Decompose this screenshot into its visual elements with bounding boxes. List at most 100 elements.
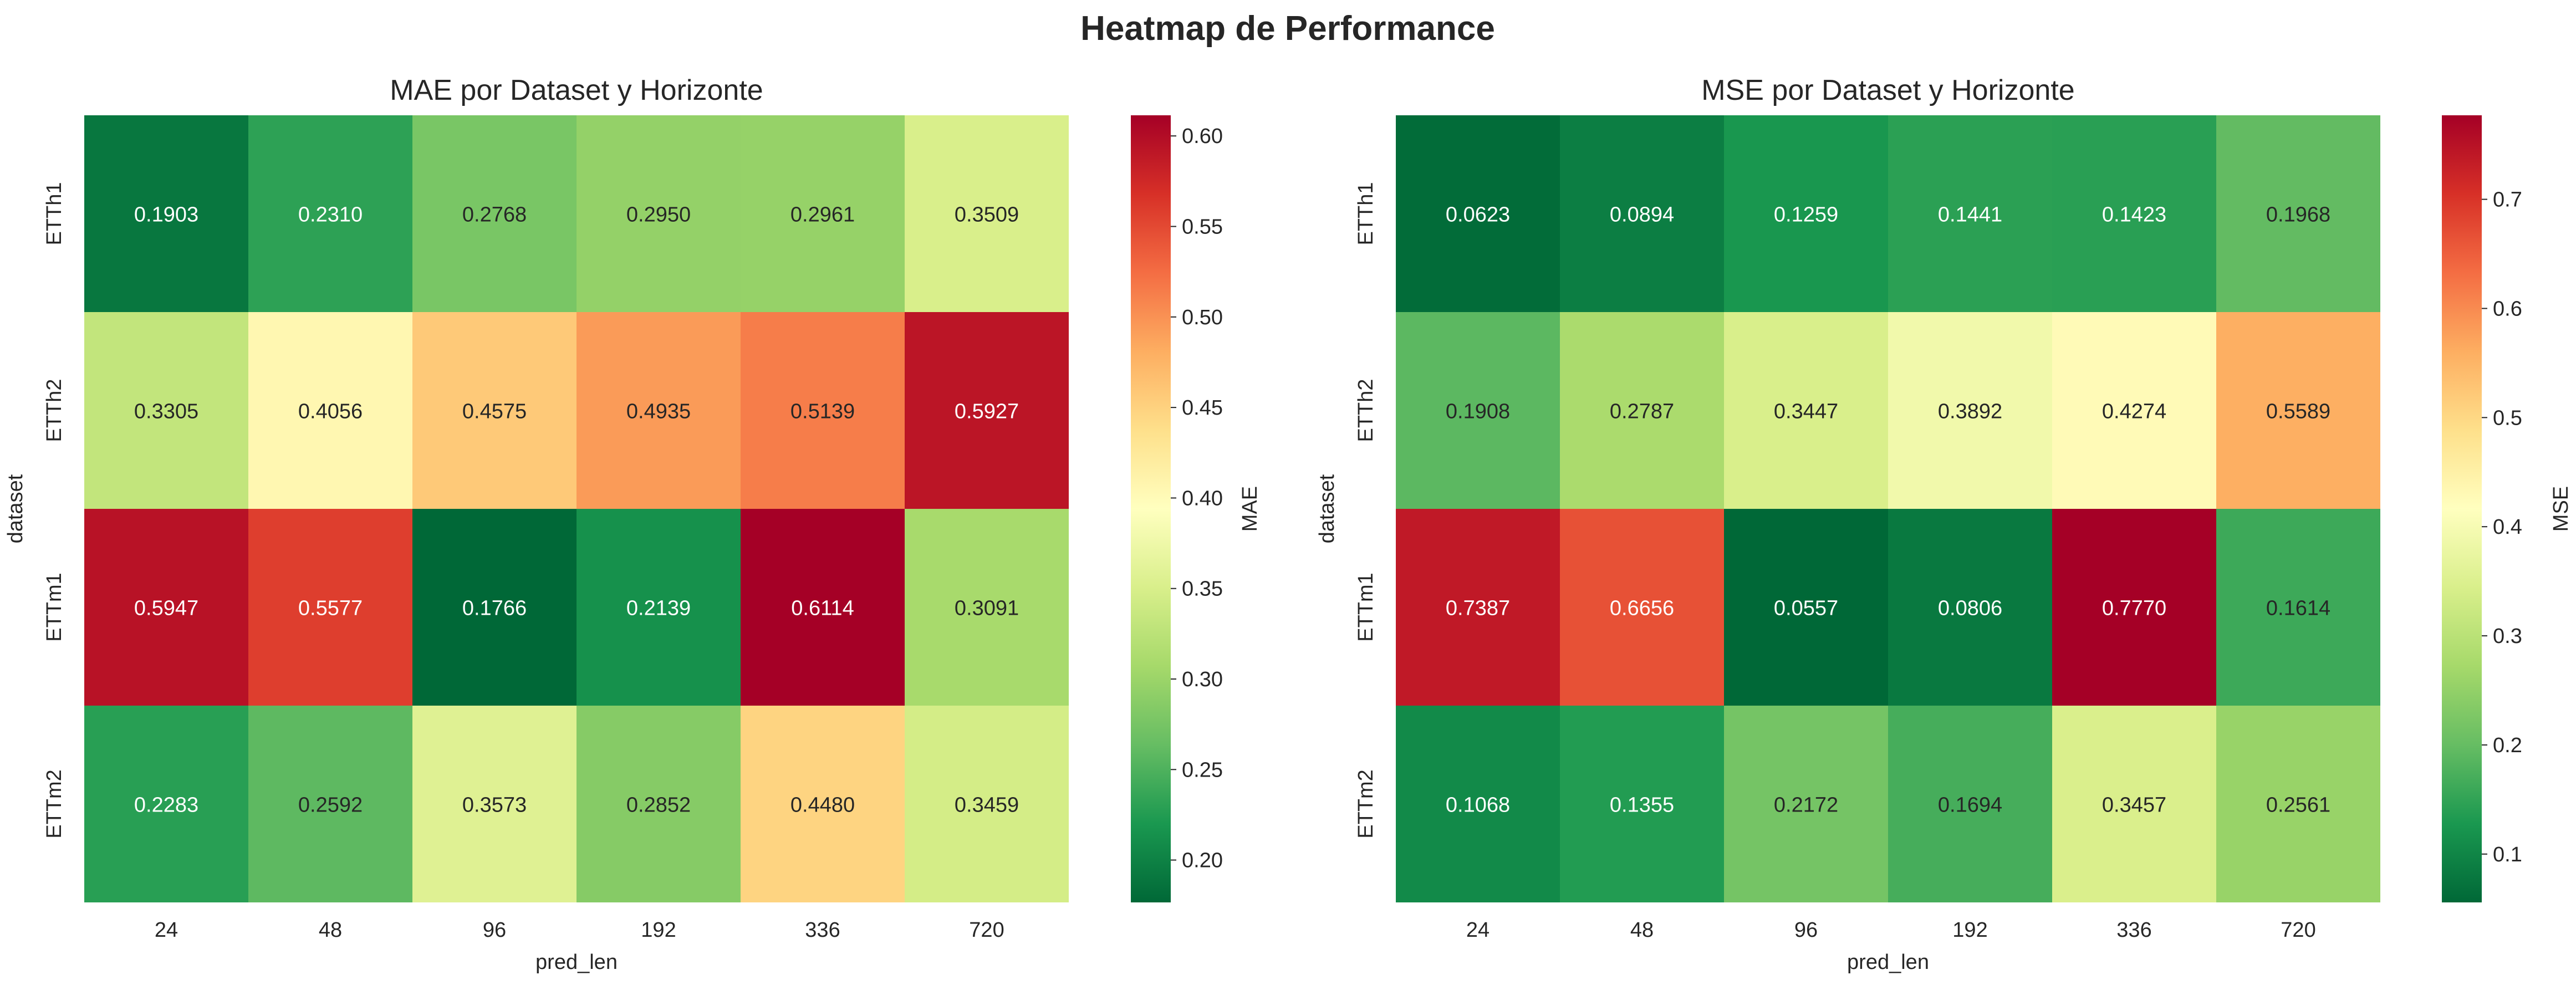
heatmap-cell: [412, 706, 577, 902]
cell-value-label: 0.2950: [626, 203, 691, 227]
cell-value-label: 0.6656: [1610, 597, 1674, 620]
heatmap-panels: MAE por Dataset y Horizonte 0.1903 0.2310 0…: [4, 74, 2573, 974]
heatmap-cell: [1724, 115, 1888, 312]
cell-value-label: 0.1968: [2266, 203, 2330, 227]
colorbar-tick-label: 0.45: [1182, 396, 1223, 420]
x-tick-label: 336: [805, 918, 840, 942]
cell-value-label: 0.2561: [2266, 794, 2330, 817]
x-tick-label: 24: [155, 918, 178, 942]
cell-value-label: 0.3892: [1938, 400, 2002, 423]
colorbar: [2442, 115, 2482, 902]
cell-value-label: 0.2768: [462, 203, 527, 227]
y-axis-label: dataset: [4, 474, 27, 543]
cell-value-label: 0.2852: [626, 794, 691, 817]
cell-value-label: 0.3305: [134, 400, 198, 423]
heatmap-cell: [84, 312, 248, 509]
colorbar-tick-label: 0.6: [2493, 297, 2522, 320]
cell-value-label: 0.3459: [955, 794, 1019, 817]
heatmap-cell: [248, 312, 412, 509]
cell-value-label: 0.1423: [2102, 203, 2166, 227]
cell-value-label: 0.1259: [1774, 203, 1838, 227]
heatmap-cell: [577, 706, 741, 902]
heatmap-cell: [84, 706, 248, 902]
x-tick-label: 720: [2281, 918, 2315, 942]
cell-value-label: 0.2139: [626, 597, 691, 620]
heatmap-panel-2: MSE por Dataset y Horizonte 0.0623 0.0894 0…: [1315, 74, 2573, 974]
heatmap-cell: [1724, 312, 1888, 509]
y-tick-label: ETTh2: [1354, 379, 1378, 442]
colorbar-tick-label: 0.50: [1182, 306, 1223, 329]
heatmap-cell: [248, 706, 412, 902]
colorbar-tick-label: 0.35: [1182, 578, 1223, 601]
cell-value-label: 0.2310: [298, 203, 363, 227]
y-tick-label: ETTm2: [43, 769, 66, 839]
heatmap-cell: [2052, 312, 2216, 509]
colorbar-label: MSE: [2549, 486, 2573, 532]
heatmap-cell: [1560, 706, 1724, 902]
cell-value-label: 0.4274: [2102, 400, 2166, 423]
colorbar-label: MAE: [1238, 486, 1262, 532]
heatmap-cell: [1888, 115, 2052, 312]
x-tick-label: 96: [1794, 918, 1818, 942]
y-tick-label: ETTh1: [1354, 182, 1378, 245]
cell-value-label: 0.0557: [1774, 597, 1838, 620]
x-tick-label: 192: [641, 918, 676, 942]
heatmap-cell: [1560, 115, 1724, 312]
heatmap-cell: [577, 312, 741, 509]
colorbar-tick-label: 0.30: [1182, 668, 1223, 691]
cell-value-label: 0.1068: [1446, 794, 1510, 817]
cell-value-label: 0.2172: [1774, 794, 1838, 817]
x-tick-label: 720: [969, 918, 1004, 942]
heatmap-cell: [1560, 509, 1724, 706]
heatmap-cell: [741, 706, 905, 902]
cell-value-label: 0.4575: [462, 400, 527, 423]
heatmap-cell: [1724, 509, 1888, 706]
heatmap-cell: [2052, 509, 2216, 706]
figure-suptitle: Heatmap de Performance: [1080, 9, 1495, 48]
cell-value-label: 0.2283: [134, 794, 198, 817]
cell-value-label: 0.3091: [955, 597, 1019, 620]
y-tick-label: ETTh2: [43, 379, 66, 442]
cell-value-label: 0.1903: [134, 203, 198, 227]
heatmap-cell: [1888, 706, 2052, 902]
colorbar-tick-label: 0.2: [2493, 734, 2522, 757]
heatmap-cell: [248, 115, 412, 312]
colorbar-tick-label: 0.40: [1182, 487, 1223, 510]
heatmap-cell: [84, 509, 248, 706]
cell-value-label: 0.3509: [955, 203, 1019, 227]
cell-value-label: 0.0894: [1610, 203, 1674, 227]
heatmap-cell: [905, 706, 1069, 902]
cell-value-label: 0.0623: [1446, 203, 1510, 227]
colorbar-tick-label: 0.20: [1182, 849, 1223, 872]
cell-value-label: 0.2592: [298, 794, 363, 817]
heatmap-cell: [1888, 509, 2052, 706]
colorbar-tick-label: 0.3: [2493, 625, 2522, 648]
x-tick-label: 24: [1466, 918, 1490, 942]
cell-value-label: 0.7770: [2102, 597, 2166, 620]
heatmap-title: MSE por Dataset y Horizonte: [1701, 74, 2074, 106]
cell-value-label: 0.2961: [790, 203, 855, 227]
x-tick-label: 48: [1630, 918, 1654, 942]
y-tick-label: ETTm1: [1354, 573, 1378, 642]
cell-value-label: 0.7387: [1446, 597, 1510, 620]
heatmap-cell: [2052, 706, 2216, 902]
cell-value-label: 0.4480: [790, 794, 855, 817]
cell-value-label: 0.4056: [298, 400, 363, 423]
y-tick-label: ETTm2: [1354, 769, 1378, 839]
heatmap-cell: [248, 509, 412, 706]
x-axis-label: pred_len: [1847, 951, 1929, 974]
cell-value-label: 0.1694: [1938, 794, 2002, 817]
x-tick-label: 336: [2116, 918, 2151, 942]
heatmap-cell: [2216, 706, 2380, 902]
cell-value-label: 0.4935: [626, 400, 691, 423]
colorbar-tick-label: 0.4: [2493, 516, 2522, 539]
heatmap-cell: [1396, 706, 1560, 902]
heatmap-panel-1: MAE por Dataset y Horizonte 0.1903 0.2310 0…: [4, 74, 1262, 974]
x-tick-label: 48: [319, 918, 342, 942]
x-tick-label: 192: [1952, 918, 1987, 942]
colorbar-tick-label: 0.7: [2493, 188, 2522, 212]
heatmap-cell: [905, 509, 1069, 706]
heatmap-cell: [741, 312, 905, 509]
y-axis-label: dataset: [1315, 474, 1339, 543]
cell-value-label: 0.5139: [790, 400, 855, 423]
